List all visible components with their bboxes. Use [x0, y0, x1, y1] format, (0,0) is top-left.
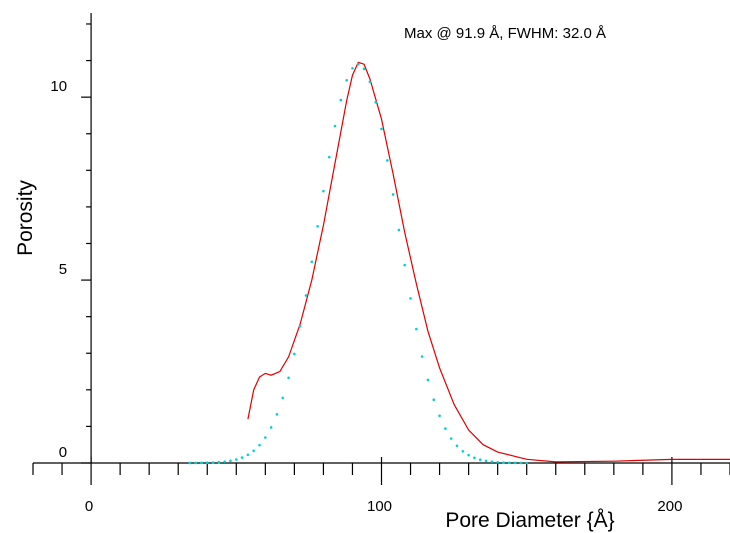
data-point	[449, 437, 453, 440]
data-point	[409, 297, 412, 300]
data-point	[322, 189, 325, 193]
annotation: Max @ 91.9 Å, FWHM: 32.0 Å	[404, 25, 606, 42]
data-point	[316, 224, 319, 228]
data-point	[490, 460, 494, 464]
data-point	[391, 193, 395, 196]
data-point	[467, 453, 470, 457]
data-line	[247, 61, 730, 463]
data-point	[507, 461, 511, 465]
data-point	[194, 461, 197, 465]
data-point	[229, 459, 232, 463]
data-point	[234, 458, 238, 461]
data-point	[188, 461, 192, 465]
data-point	[339, 98, 343, 102]
data-point	[403, 263, 407, 267]
data-point	[478, 458, 482, 462]
y-tick-label: 10	[50, 78, 67, 95]
data-point	[461, 449, 465, 453]
x-tick-label: 0	[85, 498, 93, 515]
data-point	[368, 80, 372, 84]
data-point	[525, 461, 529, 465]
data-point	[496, 460, 499, 464]
data-point	[420, 355, 424, 358]
x-tick-label: 200	[657, 498, 682, 515]
data-point	[298, 324, 302, 328]
data-point	[374, 100, 377, 104]
data-point	[333, 124, 337, 128]
data-point	[281, 396, 285, 400]
data-point	[287, 376, 290, 380]
y-tick-label: 5	[59, 261, 67, 278]
data-point	[356, 62, 360, 66]
y-axis-label: Porosity	[14, 180, 37, 256]
data-point	[426, 378, 430, 382]
data-point	[310, 260, 314, 264]
data-point	[211, 461, 215, 464]
data-point	[380, 127, 383, 131]
data-point	[386, 159, 389, 162]
data-point	[240, 456, 244, 459]
data-point	[264, 436, 267, 439]
x-axis-label: Pore Diameter {Å}	[445, 509, 614, 532]
data-point	[397, 228, 401, 232]
data-point	[252, 449, 256, 453]
data-point	[223, 460, 226, 463]
x-tick-label: 100	[367, 498, 392, 515]
data-point	[484, 459, 488, 463]
data-point	[258, 443, 261, 447]
data-point	[432, 398, 436, 402]
data-point	[473, 456, 476, 460]
data-point	[345, 79, 348, 82]
data-point	[327, 155, 331, 159]
data-point	[217, 460, 221, 464]
data-point	[246, 453, 250, 457]
data-point	[502, 461, 505, 464]
data-point	[293, 352, 296, 356]
data-point	[275, 413, 279, 416]
data-point	[438, 414, 441, 418]
y-tick-label: 0	[59, 444, 67, 461]
data-point	[205, 461, 209, 465]
data-point	[362, 67, 366, 71]
data-point	[415, 327, 418, 331]
data-point	[513, 461, 517, 465]
data-point	[444, 427, 447, 430]
data-point	[455, 444, 459, 448]
data-point	[269, 426, 273, 429]
data-point	[519, 461, 523, 465]
data-point	[200, 461, 203, 465]
data-point	[304, 294, 308, 297]
data-point	[351, 66, 354, 70]
